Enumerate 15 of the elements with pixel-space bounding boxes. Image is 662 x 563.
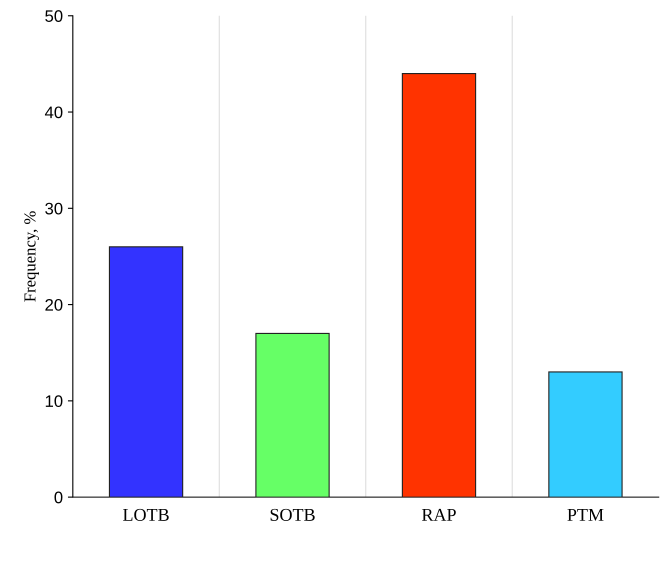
y-tick-label: 10 (46, 395, 62, 408)
bar (108, 246, 184, 498)
y-tick-label: 20 (45, 298, 62, 311)
bar (255, 332, 330, 498)
x-tick-label: SOTB (270, 508, 315, 521)
y-tick-label: 30 (45, 202, 62, 215)
y-axis-title: Frequency, % (24, 211, 40, 302)
y-tick-label: 50 (45, 10, 62, 22)
x-tick-label: LOTB (123, 508, 169, 521)
x-tick-label: PTM (567, 508, 604, 521)
bar (548, 371, 623, 498)
bar (402, 72, 476, 498)
y-tick-label: 0 (54, 492, 62, 504)
x-tick-label: RAP (422, 508, 456, 521)
y-tick-label: 40 (44, 106, 62, 118)
